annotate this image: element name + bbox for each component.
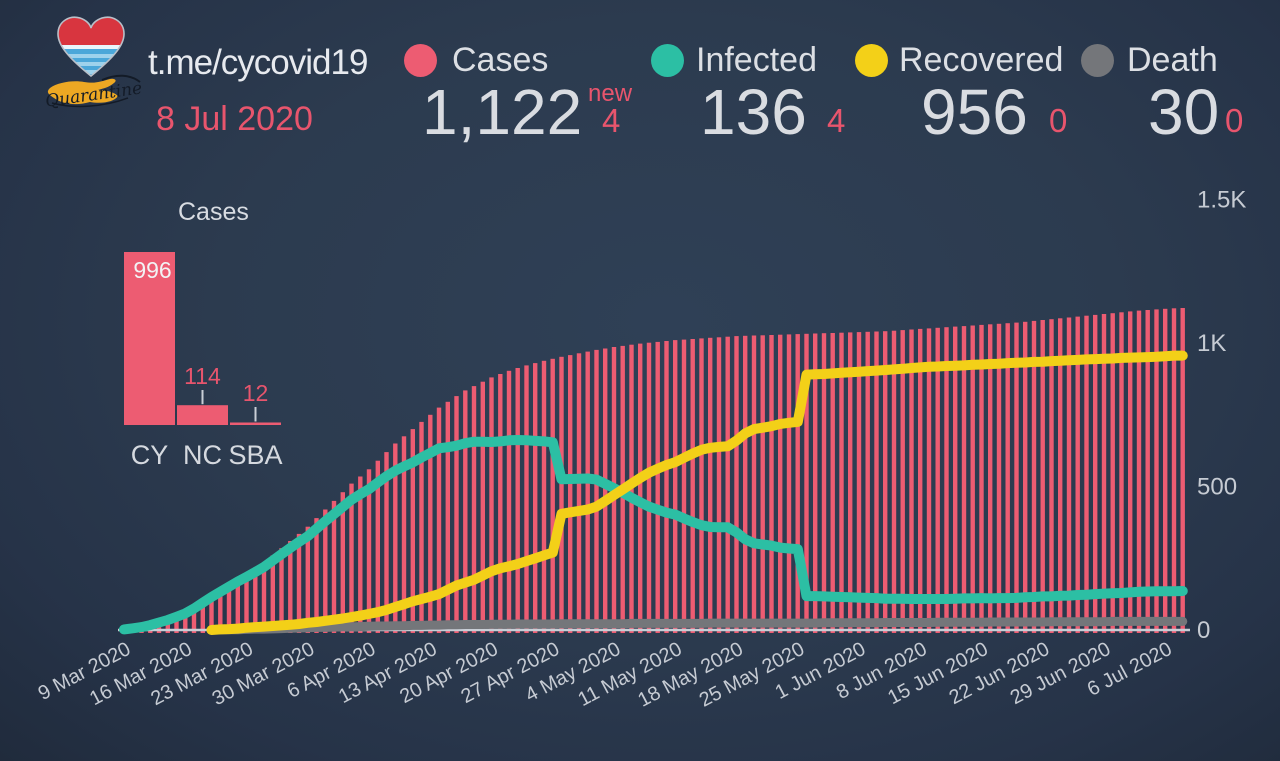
mini-category-CY: CY (131, 440, 169, 470)
death-delta: 0 (1225, 102, 1244, 139)
infected-delta: 4 (827, 102, 846, 139)
mini-category-NC: NC (183, 440, 222, 470)
channel-link: t.me/cycovid19 (148, 43, 368, 82)
infected-legend-dot (651, 44, 684, 77)
mini-bar-NC (177, 405, 228, 425)
cases-bars (121, 308, 1185, 634)
mini-chart-title: Cases (178, 198, 249, 226)
cases-new-label: new (588, 80, 633, 107)
death-value: 30 (1148, 76, 1220, 148)
script-flourish (101, 74, 141, 83)
death-label: Death (1127, 41, 1218, 79)
cases-legend-dot (404, 44, 437, 77)
death-line (215, 616, 1188, 635)
cases-delta: 4 (602, 102, 621, 139)
mini-category-SBA: SBA (228, 440, 282, 470)
mini-bar-SBA (230, 422, 281, 425)
recovered-line (206, 350, 1188, 635)
heart-outline (57, 16, 125, 78)
report-date: 8 Jul 2020 (156, 100, 313, 138)
infected-label: Infected (696, 41, 817, 79)
mini-value-NC: 114 (184, 363, 221, 389)
y-axis-label: 0 (1197, 617, 1210, 644)
recovered-delta: 0 (1049, 102, 1068, 139)
death-legend-dot (1081, 44, 1114, 77)
quarantine-heart-logo: Quarantine (44, 16, 143, 112)
infected-value: 136 (700, 76, 807, 148)
y-axis-labels: 0 500 1K 1.5K (1197, 187, 1246, 645)
y-axis-label: 1K (1197, 330, 1226, 357)
script-flourish-2 (51, 97, 129, 108)
y-axis-label: 500 (1197, 474, 1237, 501)
mini-bar-chart: 996 114 12 CY NC SBA (124, 252, 283, 470)
mini-value-SBA: 12 (243, 380, 269, 406)
cyprus-island-icon (47, 78, 119, 105)
recovered-value: 956 (921, 76, 1028, 148)
cases-value: 1,122 (422, 76, 583, 148)
recovered-legend-dot (855, 44, 888, 77)
mini-bar-CY (124, 252, 175, 425)
mini-value-CY: 996 (133, 257, 171, 283)
recovered-label: Recovered (899, 41, 1064, 79)
cases-label: Cases (452, 41, 549, 79)
y-axis-label: 1.5K (1197, 187, 1246, 214)
infected-line (119, 435, 1188, 635)
